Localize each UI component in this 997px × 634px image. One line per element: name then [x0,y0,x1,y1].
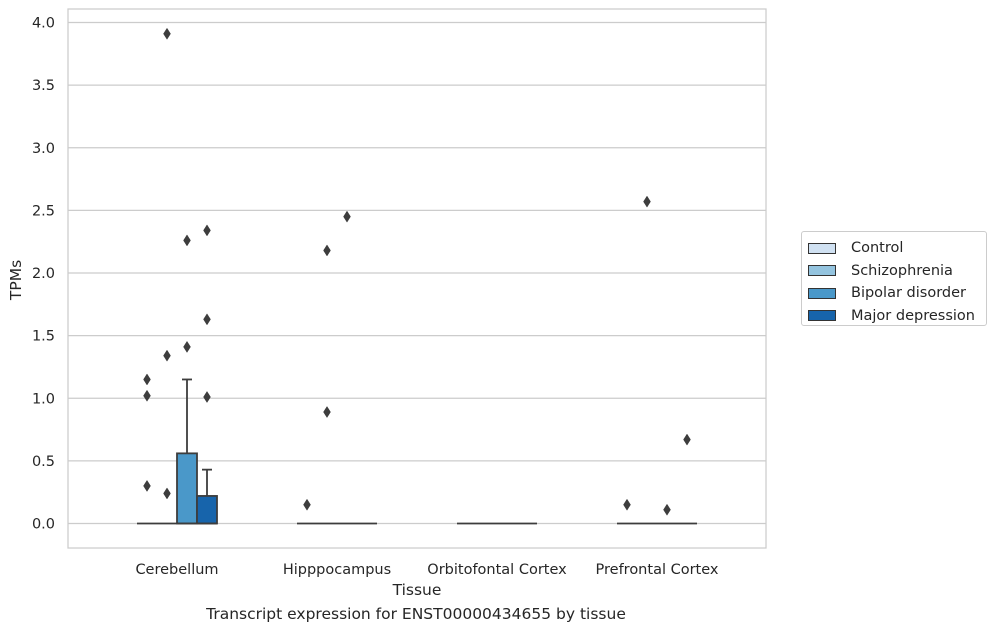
outlier-point [323,406,331,418]
y-tick-label: 4.0 [32,16,55,32]
y-tick-label: 1.0 [32,391,55,407]
plot-area-frame [67,8,767,549]
legend-item-major-depression: Major depression [808,305,986,328]
box [176,452,198,525]
legend-swatch-major-depression [808,310,836,322]
x-tick-label: Orbitofontal Cortex [427,562,567,578]
x-axis-label: Tissue [392,581,442,599]
outlier-point [163,349,171,362]
outlier-layer [143,27,691,516]
y-tick-label: 1.5 [32,329,55,345]
chart-title: Transcript expression for ENST0000043465… [206,605,626,623]
outlier-point [323,244,331,257]
legend-label-control: Control [851,240,904,257]
outlier-point [343,210,351,223]
outlier-point [303,498,311,511]
legend-label-schizophrenia: Schizophrenia [851,262,953,279]
outlier-point [143,373,151,386]
y-tick-label: 2.0 [32,266,55,282]
box [196,495,218,525]
legend-swatch-schizophrenia [808,265,836,277]
x-tick-label: Hipppocampus [283,562,391,578]
outlier-point [183,234,191,247]
outlier-point [203,313,211,326]
outlier-point [663,503,671,516]
outlier-point [143,479,151,492]
y-tick-label: 3.0 [32,141,55,157]
x-tick-label: Cerebellum [135,562,218,578]
legend-item-bipolar-disorder: Bipolar disorder [808,282,986,305]
legend-swatch-control [808,242,836,254]
outlier-point [163,27,171,40]
outlier-point [203,391,211,403]
y-tick-label: 2.5 [32,203,55,219]
outlier-point [623,498,631,511]
y-tick-label: 0.0 [32,517,55,533]
x-tick-label: Prefrontal Cortex [596,562,719,578]
legend-item-schizophrenia: Schizophrenia [808,260,986,283]
box-layer [137,378,697,525]
outlier-point [143,389,151,402]
grid-lines [68,21,766,525]
legend-label-major-depression: Major depression [851,307,975,324]
y-tick-label: 3.5 [32,78,55,94]
y-axis-label: TPMs [7,260,25,301]
y-tick-labels: 0.0 0.5 1.0 1.5 2.0 2.5 3.0 3.5 4.0 [32,16,55,533]
outlier-point [643,195,651,208]
legend: Control Schizophrenia Bipolar disorder M… [801,231,987,326]
x-tick-labels: Cerebellum Hipppocampus Orbitofontal Corte… [135,562,718,578]
outlier-point [683,433,691,446]
outlier-point [203,224,211,237]
y-tick-label: 0.5 [32,454,55,470]
legend-swatch-bipolar-disorder [808,287,836,299]
outlier-point [163,487,171,500]
legend-item-control: Control [808,237,986,260]
legend-label-bipolar-disorder: Bipolar disorder [851,285,966,302]
outlier-point [183,340,191,353]
